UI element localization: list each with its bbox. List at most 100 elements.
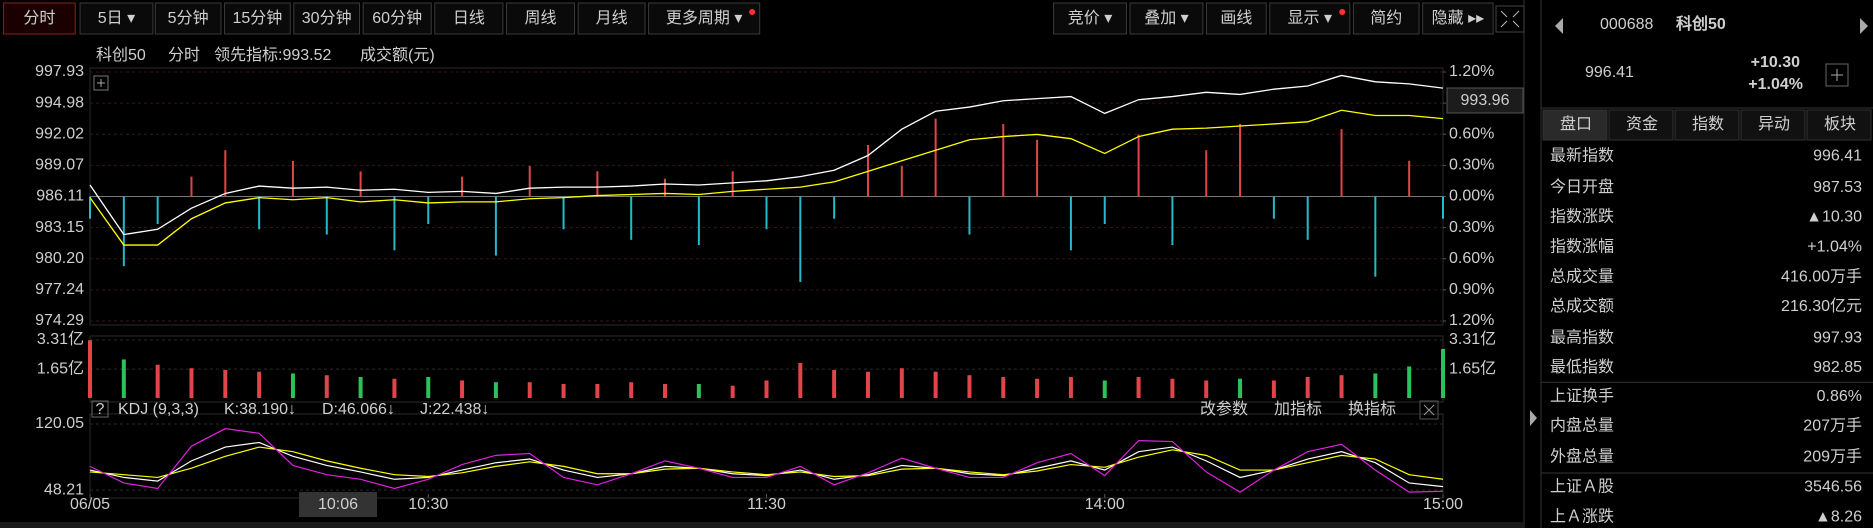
quote-value: ▲8.26 <box>1815 508 1862 525</box>
panel-tab[interactable] <box>1608 109 1674 141</box>
volume-bar <box>358 376 363 398</box>
flow-bar <box>359 171 362 197</box>
toolbar-button[interactable] <box>79 2 154 35</box>
flow-bar <box>461 176 464 197</box>
volume-bar <box>155 364 160 398</box>
volume-bar <box>1305 376 1310 398</box>
fullscreen-icon <box>1500 10 1520 28</box>
volume-bar <box>1407 366 1412 398</box>
toolbar-button[interactable] <box>1129 2 1204 35</box>
cursor-time: 10:06 <box>318 496 358 513</box>
y-tick-label: 994.98 <box>35 94 84 111</box>
y-tick-label: 992.02 <box>35 125 84 142</box>
volume-bar <box>1373 373 1378 398</box>
quote-label: 上Ａ涨跌 <box>1550 507 1614 525</box>
volume-bar <box>460 380 465 398</box>
toolbar-button[interactable] <box>648 2 761 35</box>
y-tick-label: 48.21 <box>44 481 84 498</box>
toolbar-label: 显示 ▾ <box>1288 10 1332 27</box>
panel-tab-label: 指数 <box>1692 115 1724 133</box>
volume-bar <box>832 369 837 398</box>
toolbar-button[interactable] <box>1422 2 1494 35</box>
toolbar-button[interactable] <box>1053 2 1127 35</box>
help-button[interactable] <box>91 400 109 418</box>
stock-name: 科创50 <box>1676 14 1726 33</box>
quote-label: 指数涨跌 <box>1550 208 1614 226</box>
toolbar-button[interactable] <box>434 2 504 35</box>
flow-bar <box>562 196 565 230</box>
quote-value: 982.85 <box>1813 359 1862 376</box>
toolbar-button[interactable] <box>362 2 432 35</box>
volume-bar <box>257 371 262 398</box>
volume-bar <box>1102 380 1107 398</box>
indicator-button[interactable]: 换指标 <box>1348 400 1396 418</box>
quote-value: ▲10.30 <box>1806 209 1862 226</box>
indicator-name[interactable]: KDJ (9,3,3) <box>118 401 199 418</box>
quote-label: 外盘总量 <box>1550 447 1614 466</box>
toolbar-label: 周线 <box>525 9 557 27</box>
y-tick-label: 980.20 <box>35 250 84 267</box>
volume-bar <box>798 362 803 398</box>
y-tick-label: 1.65亿 <box>37 359 84 377</box>
indicator-button[interactable]: 改参数 <box>1200 400 1248 418</box>
flow-bar <box>934 118 937 197</box>
panel-tab-label: 资金 <box>1626 115 1658 133</box>
panel-tab-label: 盘口 <box>1560 114 1592 133</box>
volume-bar <box>392 378 397 398</box>
close-button[interactable] <box>1419 400 1439 420</box>
next-arrow[interactable] <box>1860 18 1868 34</box>
volume-bar <box>933 371 938 398</box>
flow-bar <box>799 196 802 282</box>
flow-bar <box>1205 150 1208 197</box>
toolbar-button[interactable] <box>3 2 76 35</box>
toolbar-label: 更多周期 ▾ <box>666 9 742 27</box>
toolbar-button[interactable] <box>154 2 222 35</box>
toolbar-button[interactable] <box>577 2 646 35</box>
indicator-button[interactable]: 加指标 <box>1274 400 1322 418</box>
volume-bar <box>1170 378 1175 398</box>
collapse-arrow[interactable] <box>1530 410 1537 426</box>
toolbar-button[interactable] <box>293 2 361 35</box>
panel-tab[interactable] <box>1806 109 1872 141</box>
toolbar-button[interactable] <box>1205 2 1267 35</box>
toolbar-button[interactable] <box>224 2 291 35</box>
stock-code: 000688 <box>1600 16 1653 33</box>
y2-tick-label: 0.60% <box>1449 250 1494 267</box>
volume-bar <box>561 383 566 398</box>
add-watch-button[interactable] <box>1825 63 1849 87</box>
flow-bar <box>765 196 768 230</box>
volume-bar <box>189 368 194 398</box>
flow-bar <box>1374 196 1377 277</box>
toolbar-label: 15分钟 <box>233 9 283 27</box>
add-button[interactable] <box>93 75 109 91</box>
quote-unit: 亿元 <box>1830 297 1862 315</box>
price-change: +10.30 <box>1751 54 1800 71</box>
quote-value: 0.86% <box>1817 388 1862 405</box>
quote-label: 总成交量 <box>1550 267 1614 285</box>
cursor-price-box <box>1446 87 1524 114</box>
toolbar-label: 叠加 ▾ <box>1144 9 1188 27</box>
flow-bar <box>1272 196 1275 219</box>
panel-tab[interactable] <box>1542 109 1608 141</box>
volume-bar <box>1271 380 1276 398</box>
panel-tab[interactable] <box>1740 109 1806 141</box>
quote-value: 416.00万手 <box>1781 267 1862 285</box>
volume-bar <box>1441 348 1445 398</box>
y-tick-label: 3.31亿 <box>37 330 84 348</box>
price-line <box>89 74 1444 236</box>
flow-bar <box>224 150 227 197</box>
x-tick-label: 15:00 <box>1423 496 1463 513</box>
fullscreen-button[interactable] <box>1495 5 1525 33</box>
quote-label: 内盘总量 <box>1550 416 1614 435</box>
quote-value: 3546.56 <box>1804 479 1862 496</box>
indicator-readout: D:46.066↓ <box>322 401 395 418</box>
cursor-price: 993.96 <box>1461 92 1510 109</box>
panel-tab[interactable] <box>1674 109 1740 141</box>
toolbar-button[interactable] <box>1352 2 1420 35</box>
toolbar-button[interactable] <box>1269 2 1351 35</box>
flow-bar <box>122 196 125 267</box>
y2-tick-label: 1.65亿 <box>1449 359 1496 377</box>
flow-bar <box>1340 129 1343 197</box>
prev-arrow[interactable] <box>1555 18 1563 34</box>
toolbar-button[interactable] <box>505 2 576 35</box>
